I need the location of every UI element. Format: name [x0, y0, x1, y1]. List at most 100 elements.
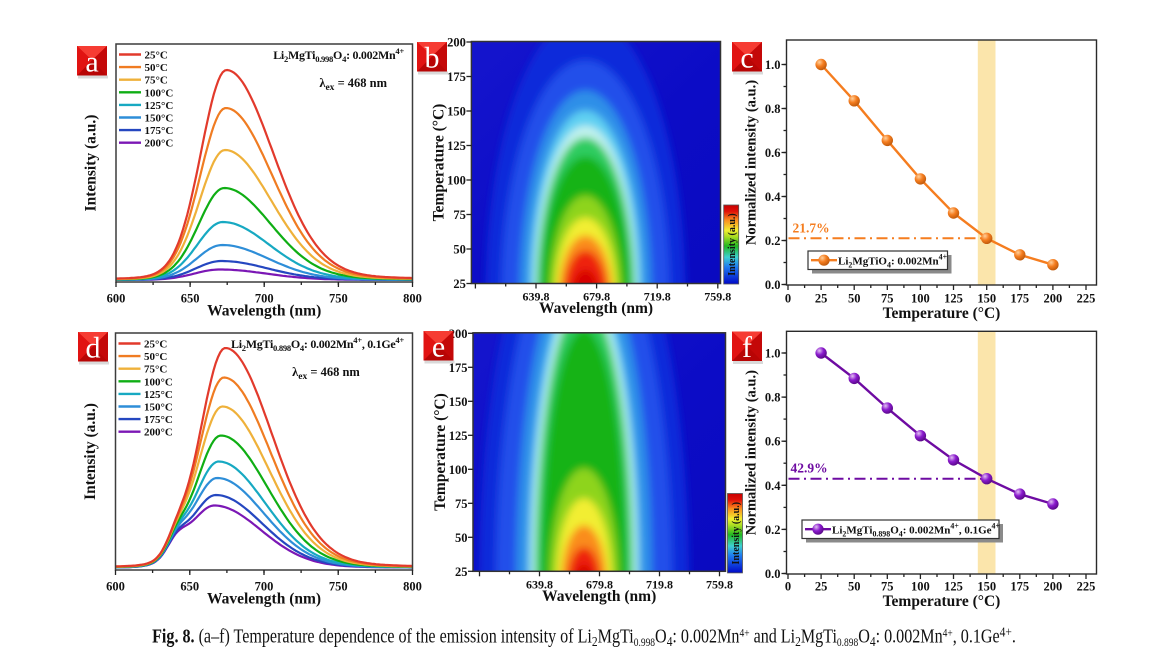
svg-text:25: 25	[453, 277, 466, 291]
svg-text:800: 800	[403, 292, 422, 306]
svg-text:150: 150	[977, 292, 996, 306]
svg-text:639.8: 639.8	[523, 290, 550, 304]
svg-text:0.2: 0.2	[765, 523, 781, 537]
svg-text:Temperature (°C): Temperature (°C)	[883, 593, 1001, 610]
svg-text:75: 75	[881, 580, 894, 594]
svg-text:Intensity (a.u.): Intensity (a.u.)	[731, 502, 742, 565]
svg-text:Normalized intensity (a.u.): Normalized intensity (a.u.)	[744, 80, 760, 245]
svg-text:f: f	[742, 331, 752, 364]
svg-text:25: 25	[815, 580, 828, 594]
svg-text:42.9%: 42.9%	[791, 461, 828, 476]
svg-text:200: 200	[1044, 292, 1063, 306]
svg-text:700: 700	[255, 580, 274, 594]
svg-text:125°C: 125°C	[144, 389, 173, 401]
svg-text:150°C: 150°C	[145, 113, 174, 125]
svg-text:75°C: 75°C	[144, 364, 167, 376]
svg-text:225: 225	[1077, 292, 1096, 306]
svg-text:e: e	[432, 331, 445, 364]
svg-text:Normalized intensity (a.u.): Normalized intensity (a.u.)	[743, 370, 759, 535]
svg-text:0.4: 0.4	[765, 479, 781, 493]
svg-text:d: d	[86, 332, 101, 365]
svg-text:175°C: 175°C	[144, 414, 173, 426]
svg-text:150: 150	[447, 105, 466, 119]
svg-text:25: 25	[815, 292, 828, 306]
svg-text:Wavelength (nm): Wavelength (nm)	[539, 300, 653, 317]
svg-text:200: 200	[1044, 580, 1063, 594]
svg-text:Temperature (°C): Temperature (°C)	[430, 104, 447, 222]
svg-text:759.8: 759.8	[706, 577, 733, 591]
svg-text:0.8: 0.8	[765, 102, 781, 116]
svg-text:Wavelength (nm): Wavelength (nm)	[207, 591, 321, 608]
svg-text:679.8: 679.8	[586, 577, 613, 591]
svg-text:Temperature (°C): Temperature (°C)	[883, 305, 1001, 322]
svg-text:200: 200	[447, 36, 466, 50]
svg-text:125: 125	[447, 139, 466, 153]
svg-text:719.8: 719.8	[646, 577, 673, 591]
svg-text:Temperature (°C): Temperature (°C)	[432, 393, 449, 511]
svg-text:λex = 468 nm: λex = 468 nm	[319, 76, 387, 93]
svg-text:100: 100	[447, 174, 466, 188]
svg-text:a: a	[85, 46, 98, 79]
svg-text:650: 650	[180, 580, 199, 594]
svg-text:175: 175	[447, 70, 466, 84]
svg-text:679.8: 679.8	[583, 290, 610, 304]
svg-text:650: 650	[181, 292, 200, 306]
svg-text:Li2​MgTi0.898​O4​: 0.002Mn4+​,: Li2​MgTi0.898​O4​: 0.002Mn4+​, 0.1Ge4+​	[231, 335, 404, 353]
svg-text:150: 150	[977, 580, 996, 594]
svg-text:200°C: 200°C	[145, 138, 174, 150]
svg-text:759.8: 759.8	[704, 290, 731, 304]
svg-text:0: 0	[785, 580, 791, 594]
svg-text:b: b	[425, 42, 440, 75]
svg-text:0.2: 0.2	[765, 234, 781, 248]
svg-text:750: 750	[329, 580, 348, 594]
svg-text:Intensity (a.u.): Intensity (a.u.)	[727, 213, 738, 276]
svg-text:50: 50	[453, 243, 466, 257]
svg-text:Intensity (a.u.): Intensity (a.u.)	[82, 403, 99, 500]
svg-text:0: 0	[785, 292, 791, 306]
svg-text:25: 25	[455, 565, 468, 579]
svg-text:750: 750	[329, 292, 348, 306]
svg-text:75: 75	[455, 497, 468, 511]
svg-text:150°C: 150°C	[144, 402, 173, 414]
svg-text:50: 50	[848, 292, 861, 306]
svg-text:719.8: 719.8	[644, 290, 671, 304]
svg-text:175: 175	[1010, 580, 1029, 594]
svg-text:175: 175	[449, 361, 468, 375]
svg-text:175°C: 175°C	[145, 125, 174, 137]
svg-text:125°C: 125°C	[145, 100, 174, 112]
svg-text:125: 125	[944, 580, 963, 594]
svg-text:800: 800	[403, 580, 422, 594]
svg-text:600: 600	[106, 580, 125, 594]
svg-text:Intensity (a.u.): Intensity (a.u.)	[83, 115, 100, 212]
svg-text:Li2​MgTiO4​: 0.002Mn4+​: Li2​MgTiO4​: 0.002Mn4+​	[838, 253, 948, 270]
svg-text:100°C: 100°C	[144, 376, 173, 388]
svg-text:50: 50	[848, 580, 861, 594]
svg-text:Wavelength (nm): Wavelength (nm)	[207, 303, 321, 320]
svg-text:Li2​MgTi0.898​O4​: 0.002Mn4+​,: Li2​MgTi0.898​O4​: 0.002Mn4+​, 0.1Ge4+​	[832, 522, 1000, 539]
svg-text:50: 50	[455, 531, 468, 545]
svg-text:0.0: 0.0	[765, 278, 781, 292]
svg-text:0.4: 0.4	[765, 190, 781, 204]
svg-text:175: 175	[1010, 292, 1029, 306]
svg-text:100: 100	[911, 292, 930, 306]
svg-text:75: 75	[881, 292, 894, 306]
svg-text:700: 700	[255, 292, 274, 306]
svg-text:1.0: 1.0	[765, 347, 781, 361]
svg-text:0.8: 0.8	[765, 391, 781, 405]
svg-text:75°C: 75°C	[145, 75, 168, 87]
svg-text:0.0: 0.0	[765, 567, 781, 581]
svg-text:125: 125	[449, 429, 468, 443]
svg-text:100: 100	[449, 463, 468, 477]
svg-text:21.7%: 21.7%	[793, 220, 830, 235]
svg-text:50°C: 50°C	[145, 62, 168, 74]
svg-text:0.6: 0.6	[765, 435, 781, 449]
svg-text:50°C: 50°C	[144, 351, 167, 363]
svg-text:0.6: 0.6	[765, 146, 781, 160]
svg-text:25°C: 25°C	[145, 50, 168, 62]
svg-text:25°C: 25°C	[144, 339, 167, 351]
svg-text:150: 150	[449, 395, 468, 409]
svg-text:639.8: 639.8	[526, 577, 553, 591]
svg-text:600: 600	[107, 292, 126, 306]
svg-text:100°C: 100°C	[145, 87, 174, 99]
svg-text:200°C: 200°C	[144, 427, 173, 439]
